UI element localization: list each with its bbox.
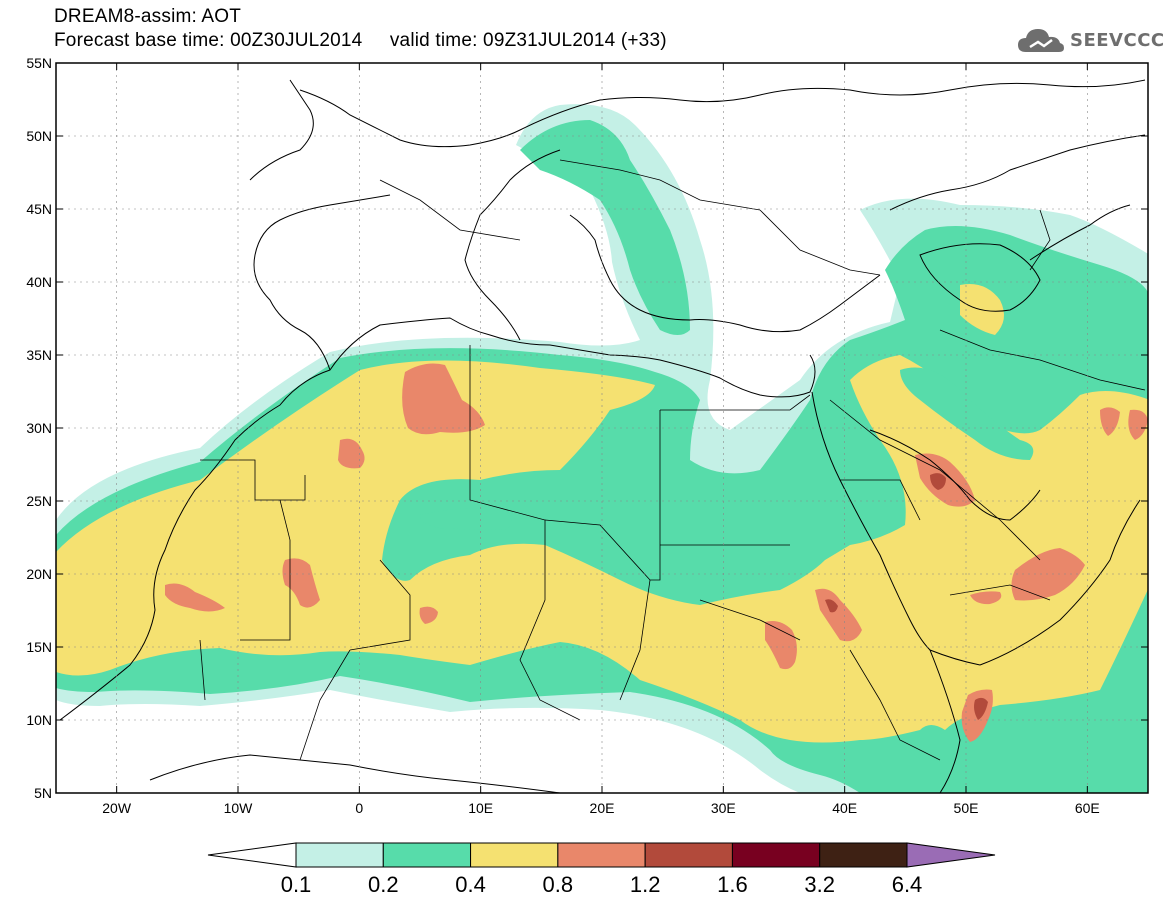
legend-high-arrow (906, 842, 996, 868)
legend-swatch (819, 842, 908, 868)
lon-label: 10W (224, 800, 254, 816)
lon-label: 20W (102, 800, 132, 816)
legend-label: 0.1 (281, 872, 312, 897)
legend-swatch (382, 842, 472, 868)
legend-label: 0.4 (455, 872, 486, 897)
lon-label: 60E (1075, 800, 1100, 816)
legend-swatch (295, 842, 384, 868)
legend-label: 3.2 (804, 872, 835, 897)
coastlines (59, 79, 1146, 793)
lat-label: 20N (26, 566, 52, 582)
forecast-time-subtitle: Forecast base time: 00Z30JUL2014 valid t… (54, 30, 667, 51)
lat-label: 30N (26, 420, 52, 436)
map-title: DREAM8-assim: AOT (54, 6, 242, 27)
aot-level-1.2 (825, 473, 988, 720)
legend-swatch (470, 842, 559, 868)
lat-label: 35N (26, 347, 52, 363)
lon-label: 20E (590, 800, 615, 816)
lat-label: 40N (26, 274, 52, 290)
lat-label: 55N (26, 55, 52, 71)
legend-swatch (644, 842, 733, 868)
lat-label: 5N (34, 785, 52, 801)
logo-text: SEEVCCC (1070, 29, 1165, 51)
cloud-icon (1018, 29, 1064, 52)
lat-label: 50N (26, 128, 52, 144)
lon-label: 10E (468, 800, 493, 816)
lat-label: 15N (26, 639, 52, 655)
legend-label: 0.8 (543, 872, 574, 897)
lon-label: 0 (355, 800, 363, 816)
legend-label: 1.6 (717, 872, 748, 897)
legend-low-arrow (207, 842, 297, 868)
graticule (56, 63, 1148, 793)
legend-label: 0.2 (368, 872, 399, 897)
legend-swatch (731, 842, 821, 868)
lon-label: 40E (832, 800, 857, 816)
longitude-axis: 20W 10W 0 10E 20E 30E 40E 50E 60E (102, 63, 1100, 816)
lat-label: 10N (26, 712, 52, 728)
legend-swatch (557, 842, 646, 868)
color-legend: 0.1 0.2 0.4 0.8 1.2 1.6 3.2 6.4 (207, 842, 996, 897)
legend-label: 6.4 (892, 872, 923, 897)
latitude-axis: 5N 10N 15N 20N 25N 30N 35N 40N 45N 50N 55N (26, 55, 1148, 801)
legend-label: 1.2 (630, 872, 661, 897)
lon-label: 30E (711, 800, 736, 816)
lon-label: 50E (954, 800, 979, 816)
lat-label: 45N (26, 201, 52, 217)
seevccc-logo: SEEVCCC (1016, 22, 1165, 58)
lat-label: 25N (26, 493, 52, 509)
aot-level-0.8 (165, 363, 1148, 742)
